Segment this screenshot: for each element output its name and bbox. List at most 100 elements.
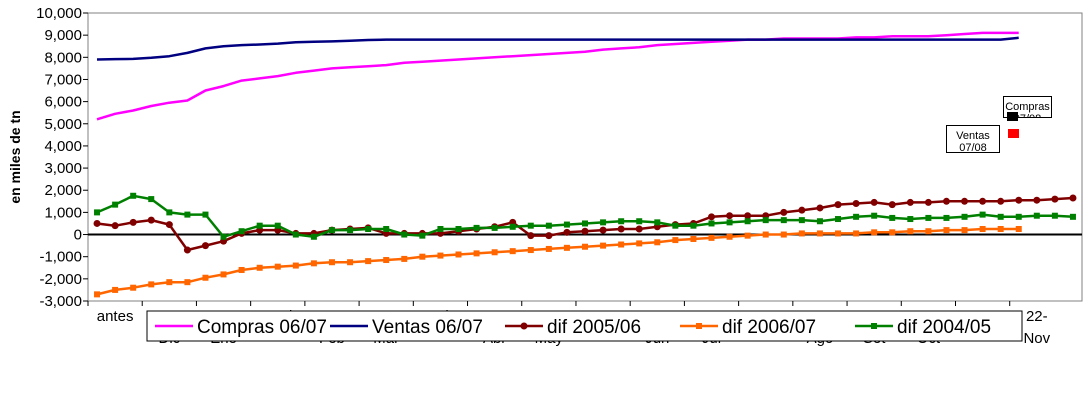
data-point — [365, 258, 372, 265]
data-point — [365, 226, 372, 232]
data-point — [274, 263, 281, 270]
data-point — [455, 226, 462, 232]
data-point — [618, 241, 625, 248]
data-point — [780, 231, 787, 238]
data-point — [292, 262, 299, 269]
data-point — [148, 281, 155, 288]
data-point — [780, 208, 788, 216]
data-point — [979, 211, 986, 218]
data-point — [527, 247, 534, 254]
annotation: Ventas 07/08 — [946, 125, 1000, 153]
data-point — [201, 242, 209, 250]
data-point — [166, 209, 173, 216]
data-point — [509, 248, 516, 255]
y-tick-label: 2,000 — [44, 182, 82, 199]
data-point — [871, 229, 878, 236]
data-point — [202, 211, 209, 218]
y-tick-label: -2,000 — [39, 271, 82, 288]
data-point — [220, 233, 227, 240]
data-point — [220, 271, 227, 278]
data-point — [853, 213, 860, 220]
plot-area — [87, 12, 1083, 302]
data-point — [690, 222, 697, 229]
series-line — [96, 31, 1019, 121]
data-point — [473, 250, 480, 257]
data-point — [581, 227, 589, 235]
data-point — [256, 264, 263, 271]
data-point — [545, 222, 552, 229]
data-point — [600, 242, 607, 249]
data-point — [165, 221, 173, 229]
data-point — [491, 249, 498, 256]
data-point — [835, 216, 842, 223]
data-point — [473, 224, 480, 231]
data-point — [635, 225, 643, 233]
data-point — [147, 216, 155, 224]
legend-label: Ventas 06/07 — [372, 317, 483, 338]
data-point — [129, 218, 137, 226]
data-point — [1033, 196, 1041, 204]
data-point — [888, 201, 896, 209]
data-point — [527, 222, 534, 229]
data-point — [509, 223, 516, 230]
y-tick-label: 5,000 — [44, 116, 82, 133]
legend-marker — [696, 323, 702, 329]
data-point — [708, 234, 715, 241]
data-point — [889, 214, 896, 221]
legend-label: dif 2004/05 — [897, 317, 991, 338]
y-tick-label: 1,000 — [44, 204, 82, 221]
legend-label: dif 2005/06 — [547, 317, 641, 338]
data-point — [563, 221, 570, 228]
data-point — [853, 230, 860, 237]
data-point — [726, 219, 733, 226]
data-point — [599, 226, 607, 234]
data-point — [907, 228, 914, 235]
data-point — [997, 197, 1005, 205]
data-point — [816, 230, 823, 237]
data-point — [780, 217, 787, 224]
y-tick-label: 8,000 — [44, 49, 82, 66]
data-point — [961, 227, 968, 234]
data-point — [130, 192, 137, 199]
data-point — [889, 229, 896, 236]
data-point — [744, 212, 752, 220]
data-point — [852, 200, 860, 208]
legend-marker — [871, 323, 877, 329]
data-point — [582, 220, 588, 227]
data-point — [961, 213, 968, 220]
data-point — [835, 230, 842, 237]
data-point — [202, 274, 209, 281]
legend-label: Compras 06/07 — [197, 317, 327, 338]
data-point — [816, 204, 824, 212]
data-point — [582, 243, 588, 250]
data-point — [328, 259, 335, 266]
data-point — [419, 253, 426, 260]
y-tick-label: -1,000 — [39, 249, 82, 266]
data-point — [491, 224, 498, 231]
data-point — [798, 217, 805, 224]
data-point — [1051, 212, 1058, 219]
series-line — [96, 227, 1019, 296]
data-point — [618, 218, 625, 225]
x-tick-label: 22-Nov — [1023, 308, 1050, 347]
y-tick-label: -3,000 — [39, 293, 82, 310]
data-point — [672, 222, 679, 229]
annotation-swatch — [1008, 129, 1019, 138]
data-point — [455, 251, 462, 258]
data-point — [437, 226, 444, 232]
annotation-swatch — [1007, 112, 1018, 121]
data-point — [870, 198, 878, 206]
data-point — [762, 217, 769, 224]
data-point — [708, 213, 716, 221]
data-point — [1069, 213, 1076, 220]
data-point — [183, 246, 191, 254]
data-point — [871, 212, 878, 219]
data-point — [347, 259, 354, 266]
data-point — [437, 252, 444, 259]
data-point — [943, 214, 950, 221]
data-point — [834, 201, 842, 209]
data-point — [292, 231, 299, 238]
data-point — [545, 245, 552, 252]
data-point — [979, 197, 987, 205]
data-point — [1015, 226, 1022, 232]
